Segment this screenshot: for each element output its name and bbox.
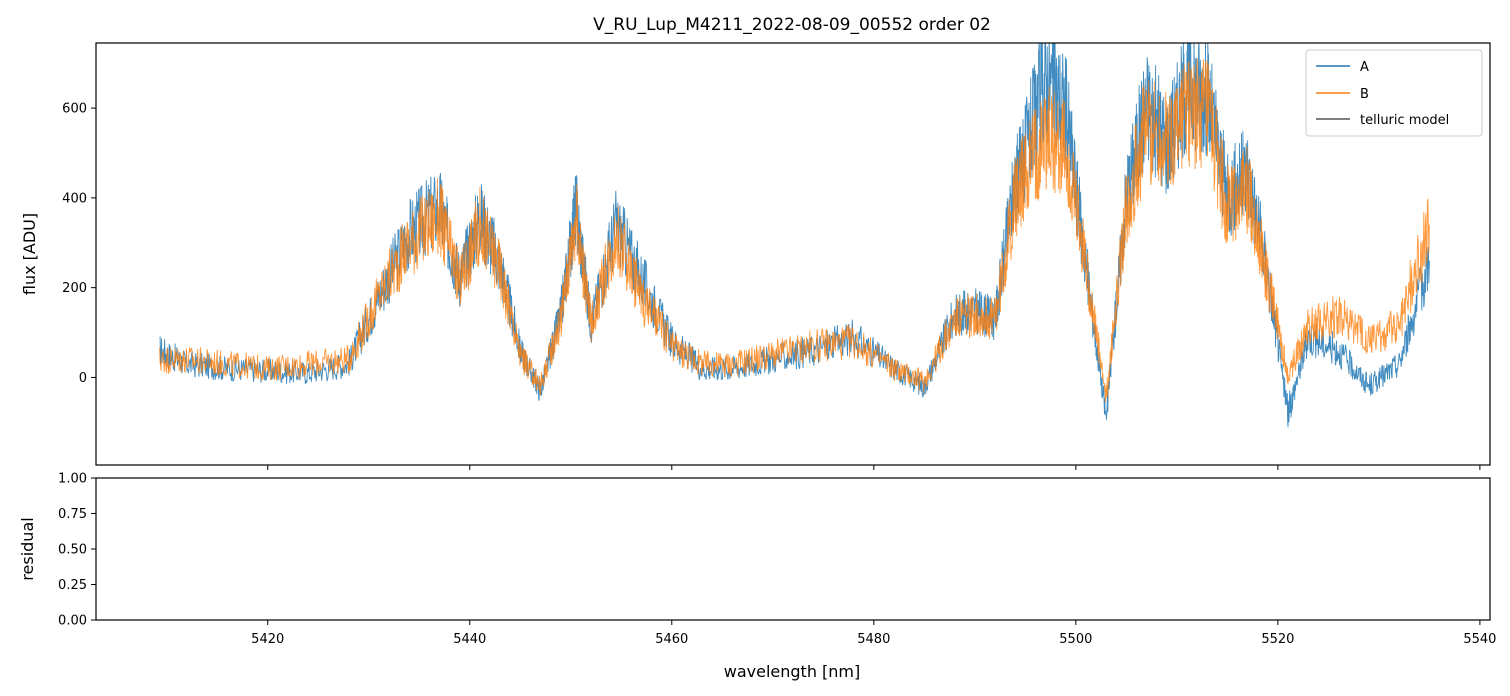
- legend-box: [1305, 49, 1483, 137]
- spectrum-plot-area: [159, 43, 1430, 428]
- y-tick-label: 400: [62, 191, 87, 206]
- residual-y-tick-label: 0.00: [58, 614, 87, 629]
- chart-title: V_RU_Lup_M4211_2022-08-09_00552 order 02: [593, 15, 991, 35]
- residual-y-ticks: 0.00 0.25 0.50 0.75 1.00: [58, 472, 96, 629]
- x-tick-label: 5520: [1261, 632, 1294, 647]
- series-line-b: [159, 58, 1430, 403]
- residual-y-tick-label: 0.25: [58, 578, 87, 593]
- x-axis-label: wavelength [nm]: [724, 662, 861, 681]
- legend-label-telluric-model: telluric model: [1360, 113, 1449, 128]
- x-tick-label: 5540: [1463, 632, 1496, 647]
- spectrum-x-ticks: [267, 465, 1481, 470]
- residual-x-ticks: 5420 5440 5460 5480 5500 5520 5540: [251, 620, 1496, 647]
- x-tick-label: 5440: [453, 632, 486, 647]
- residual-y-tick-label: 1.00: [58, 472, 87, 487]
- y-tick-label: 0: [79, 371, 87, 386]
- y-tick-label: 200: [62, 281, 87, 296]
- y-tick-label: 600: [62, 102, 87, 117]
- spectrum-axes-frame: [95, 42, 1491, 466]
- residual-y-axis-label: residual: [18, 517, 37, 580]
- spectrum-y-ticks: 0 200 400 600: [62, 102, 96, 386]
- x-tick-label: 5460: [655, 632, 688, 647]
- x-tick-label: 5420: [251, 632, 284, 647]
- legend: A B telluric model: [1305, 49, 1483, 137]
- spectrum-y-axis-label: flux [ADU]: [20, 213, 39, 295]
- x-tick-label: 5480: [857, 632, 890, 647]
- legend-label-a: A: [1360, 60, 1369, 75]
- residual-y-tick-label: 0.75: [58, 507, 87, 522]
- legend-label-b: B: [1360, 87, 1369, 102]
- residual-y-tick-label: 0.50: [58, 543, 87, 558]
- x-tick-label: 5500: [1059, 632, 1092, 647]
- series-line-a: [159, 43, 1430, 428]
